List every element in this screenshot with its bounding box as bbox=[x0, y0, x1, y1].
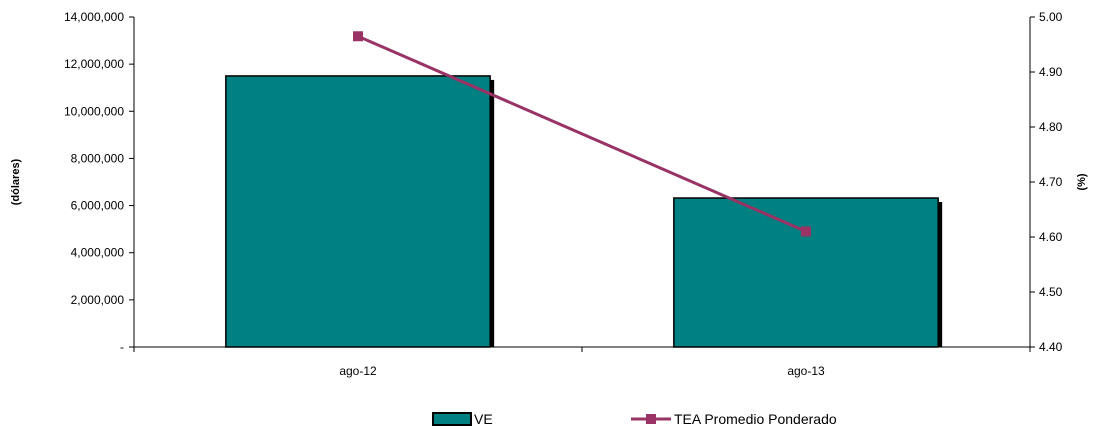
legend-label-tea: TEA Promedio Ponderado bbox=[674, 411, 837, 427]
y2-tick-label: 4.60 bbox=[1039, 230, 1063, 244]
line-layer bbox=[353, 31, 811, 237]
y-tick-label: 6,000,000 bbox=[71, 199, 125, 213]
y-axis-label: (dólares) bbox=[10, 158, 22, 205]
y-tick-label: 4,000,000 bbox=[71, 246, 125, 260]
y-tick-label: 10,000,000 bbox=[64, 104, 124, 118]
y2-tick-label: 4.40 bbox=[1039, 340, 1063, 354]
axes-layer: - 2,000,000 4,000,000 6,000,000 8,000,000 10,… bbox=[64, 10, 1063, 378]
y-tick-label: 14,000,000 bbox=[64, 10, 124, 24]
y2-tick-label: 4.70 bbox=[1039, 175, 1063, 189]
tea-point bbox=[801, 226, 811, 237]
x-tick-label: ago-12 bbox=[339, 364, 377, 378]
y2-tick-label: 4.90 bbox=[1039, 65, 1063, 79]
legend-marker-tea bbox=[646, 414, 656, 424]
legend-swatch-ve bbox=[432, 412, 472, 426]
bar bbox=[673, 197, 939, 348]
y2-tick-label: 5.00 bbox=[1039, 10, 1063, 24]
y-tick-label: - bbox=[120, 340, 124, 354]
x-tick-label: ago-13 bbox=[787, 364, 825, 378]
y-tick-label: 8,000,000 bbox=[71, 151, 125, 165]
tea-line bbox=[357, 34, 807, 233]
y-tick-label: 2,000,000 bbox=[71, 293, 125, 307]
legend: VE TEA Promedio Ponderado bbox=[432, 411, 837, 427]
y2-axis-label: (%) bbox=[1076, 173, 1088, 190]
y2-tick-label: 4.80 bbox=[1039, 120, 1063, 134]
legend-label-ve: VE bbox=[474, 411, 493, 427]
y-tick-label: 12,000,000 bbox=[64, 57, 124, 71]
tea-point bbox=[353, 31, 363, 42]
bar bbox=[225, 75, 491, 348]
y2-tick-label: 4.50 bbox=[1039, 285, 1063, 299]
bar-layer bbox=[225, 75, 943, 348]
